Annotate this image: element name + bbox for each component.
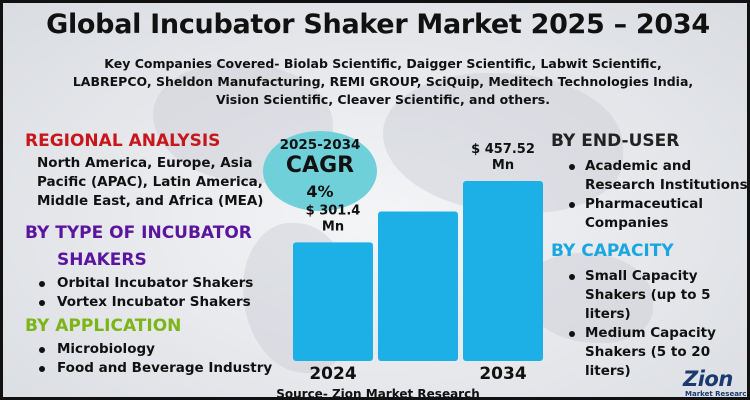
right-column: BY END-USER Academic and Research Instit… [551, 131, 747, 381]
list-item: Small Capacity Shakers (up to 5 liters) [551, 267, 747, 324]
page-title: Global Incubator Shaker Market 2025 – 20… [46, 9, 710, 40]
list-item: Pharmaceutical Companies [551, 195, 747, 233]
source-text: Source- Zion Market Research [276, 387, 480, 400]
list-item: Microbiology [25, 340, 287, 359]
market-bar-chart: $ 301.4 Mn 2024 $ 457.52 Mn 2034 [293, 142, 543, 384]
bar [293, 242, 373, 361]
capacity-heading: BY CAPACITY [551, 241, 674, 261]
list-item: Orbital Incubator Shakers [25, 274, 287, 293]
application-list: Microbiology Food and Beverage Industry [25, 340, 287, 378]
list-item: Food and Beverage Industry [25, 359, 287, 378]
zion-logo: Zion Market Research [679, 367, 750, 398]
list-item: Academic and Research Institutions [551, 157, 747, 195]
type-list: Orbital Incubator Shakers Vortex Incubat… [25, 274, 287, 312]
application-heading: BY APPLICATION [25, 316, 182, 336]
cagr-value: 4% [306, 182, 334, 201]
list-item: Vortex Incubator Shakers [25, 293, 287, 312]
cagr-bubble: 2025-2034 CAGR 4% [263, 131, 377, 211]
end-user-list: Academic and Research Institutions Pharm… [551, 157, 747, 233]
logo-subtext: Market Research [685, 390, 750, 398]
list-item: Medium Capacity Shakers (5 to 20 liters) [551, 324, 747, 381]
x-tick-label: 2034 [479, 364, 526, 384]
x-tick-label: 2024 [309, 364, 356, 384]
logo-text: Zion [683, 367, 733, 391]
bar [378, 211, 458, 361]
end-user-heading: BY END-USER [551, 131, 680, 151]
regional-analysis-text: North America, Europe, Asia Pacific (APA… [37, 155, 264, 209]
type-heading: BY TYPE OF INCUBATOR [25, 223, 252, 243]
bar-value-label: $ 301.4 Mn [306, 203, 361, 234]
regional-analysis-heading: REGIONAL ANALYSIS [25, 131, 221, 151]
world-map-background [523, 253, 653, 343]
bar [463, 181, 543, 361]
cagr-years: 2025-2034 [279, 137, 361, 153]
key-companies-text: Key Companies Covered- Biolab Scientific… [72, 56, 694, 107]
cagr-label: CAGR [285, 153, 355, 178]
type-heading-line2: SHAKERS [57, 250, 147, 270]
left-column: REGIONAL ANALYSIS North America, Europe,… [25, 131, 287, 378]
capacity-list: Small Capacity Shakers (up to 5 liters) … [551, 267, 747, 381]
bar-value-label: $ 457.52 Mn [471, 142, 535, 173]
